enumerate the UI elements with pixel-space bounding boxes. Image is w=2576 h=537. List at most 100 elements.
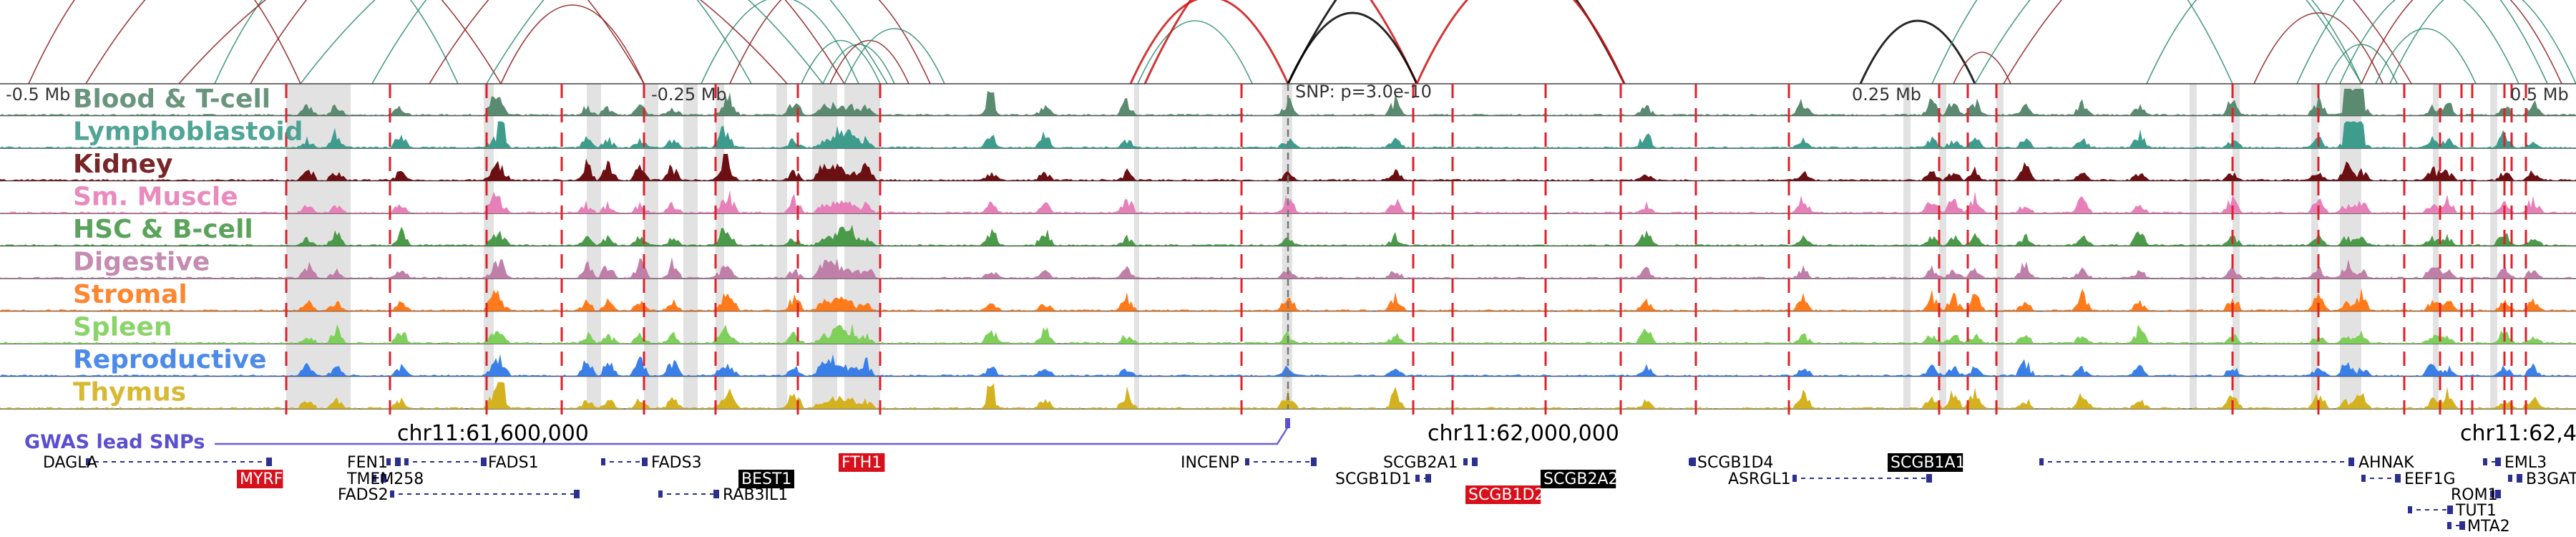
- gene-scgb1d1[interactable]: SCGB1D1: [1335, 470, 1431, 488]
- track-label: Thymus: [73, 378, 186, 407]
- gene-label: FADS3: [651, 454, 702, 472]
- gene-exon: [2459, 521, 2465, 530]
- loop-arc: [844, 28, 945, 84]
- loop-arc: [2253, 12, 2384, 84]
- loop-arc: [1415, 0, 1626, 84]
- gene-highlight-box: [839, 453, 885, 472]
- gene-rom1[interactable]: ROM1: [2451, 486, 2501, 504]
- gene-label: SCGB1D4: [1697, 454, 1773, 472]
- gene-myrf[interactable]: MYRF: [237, 470, 283, 488]
- track-signal: [0, 257, 2576, 279]
- gene-exon: [2447, 505, 2453, 514]
- gene-exon: [2517, 474, 2522, 483]
- gene-scgb1d2[interactable]: SCGB1D2: [1465, 485, 1544, 504]
- track-label: Digestive: [73, 248, 210, 277]
- scale-label-minus-0-25: -0.25 Mb: [651, 84, 727, 105]
- gene-exon: [1926, 474, 1932, 483]
- gene-mta2[interactable]: MTA2: [2447, 518, 2510, 536]
- loop-arc: [729, 0, 931, 84]
- gene-exon: [86, 458, 90, 465]
- gene-rab3il1[interactable]: RAB3IL1: [658, 486, 788, 504]
- gene-label: DAGLA: [43, 454, 97, 472]
- highlight-region: [1939, 84, 1946, 410]
- gene-dagla[interactable]: DAGLA: [43, 454, 272, 472]
- track-signal: [0, 354, 2576, 377]
- loop-arc: [2361, 0, 2562, 84]
- gene-label: SCGB2A2: [1543, 470, 1619, 488]
- gene-exon: [1425, 474, 1431, 483]
- highlight-region: [1134, 84, 1139, 410]
- gene-exon: [386, 458, 391, 465]
- gene-fth1[interactable]: FTH1: [839, 453, 885, 472]
- gene-exon: [1792, 475, 1797, 482]
- loop-arc: [2296, 0, 2548, 84]
- gene-tut1[interactable]: TUT1: [2408, 502, 2497, 520]
- loop-arc: [1143, 0, 1418, 84]
- gene-exon: [372, 475, 376, 482]
- loop-arc: [822, 44, 895, 84]
- highlight-region: [2311, 84, 2318, 410]
- gene-exon: [2490, 490, 2494, 498]
- gene-label: FEN1: [347, 454, 388, 472]
- gene-asrgl1[interactable]: ASRGL1: [1728, 470, 1932, 488]
- gene-scgb1a1[interactable]: SCGB1A1: [1888, 453, 1966, 472]
- gene-exon: [1245, 458, 1249, 465]
- gene-fads2[interactable]: FADS2: [338, 486, 580, 504]
- loop-arc: [2325, 44, 2398, 84]
- gene-exon: [2348, 458, 2354, 466]
- track-signal: [0, 154, 2576, 181]
- gene-highlight-box: [237, 470, 283, 488]
- highlight-region: [776, 84, 787, 410]
- gene-exon: [266, 458, 272, 466]
- gene-best1[interactable]: BEST1: [738, 470, 794, 488]
- track-label: Sm. Muscle: [73, 183, 238, 212]
- gene-b3gat[interactable]: B3GAT: [2508, 470, 2576, 488]
- scale-label-minus-0-5: -0.5 Mb: [6, 84, 70, 105]
- loop-arc: [1137, 20, 1253, 84]
- gene-fads1[interactable]: FADS1: [404, 454, 539, 472]
- gene-fen1[interactable]: FEN1: [347, 454, 401, 472]
- snp-marker-lines: [285, 84, 2527, 415]
- highlight-region: [2490, 84, 2497, 410]
- gene-incenp[interactable]: INCENP: [1181, 454, 1317, 472]
- loop-arc: [1129, 0, 1289, 84]
- gene-exon: [2483, 458, 2487, 465]
- gene-fads3[interactable]: FADS3: [601, 454, 702, 472]
- highlight-region: [644, 84, 658, 410]
- gene-scgb2a1[interactable]: SCGB2A1: [1383, 454, 1478, 472]
- gene-label: ASRGL1: [1728, 470, 1791, 488]
- gene-exon: [2495, 490, 2501, 498]
- gene-label: EML3: [2504, 454, 2547, 472]
- gene-exon: [381, 474, 386, 483]
- gene-exon: [642, 458, 648, 466]
- loop-arc: [486, 0, 888, 84]
- gene-label: EEF1G: [2404, 470, 2456, 488]
- gene-eml3[interactable]: EML3: [2483, 454, 2547, 472]
- gene-exon: [2395, 474, 2401, 483]
- gene-ahnak[interactable]: AHNAK: [2039, 454, 2414, 472]
- loop-arc: [214, 0, 459, 84]
- gene-exon: [2039, 458, 2044, 465]
- loop-arc: [2146, 0, 2362, 84]
- loop-arc: [250, 0, 645, 84]
- gene-exon: [1689, 458, 1693, 465]
- highlight-regions: [286, 84, 2497, 410]
- gene-label: INCENP: [1181, 454, 1239, 472]
- loop-arc: [1287, 11, 1418, 84]
- loop-arc: [178, 0, 788, 84]
- gene-label: AHNAK: [2358, 454, 2414, 472]
- loop-arc: [371, 0, 752, 84]
- loop-arc: [28, 0, 301, 84]
- gene-scgb1d4[interactable]: SCGB1D4: [1689, 454, 1773, 472]
- track-signal: [0, 190, 2576, 213]
- gene-exon: [574, 490, 580, 498]
- gene-label: FTH1: [841, 454, 882, 472]
- gene-eef1g[interactable]: EEF1G: [2361, 470, 2456, 488]
- gene-tmem258[interactable]: TMEM258: [346, 470, 424, 488]
- track-signal: [0, 323, 2576, 344]
- track-signal: [0, 224, 2576, 246]
- gene-scgb2a2[interactable]: SCGB2A2: [1541, 470, 1619, 488]
- gene-exon: [2361, 475, 2366, 482]
